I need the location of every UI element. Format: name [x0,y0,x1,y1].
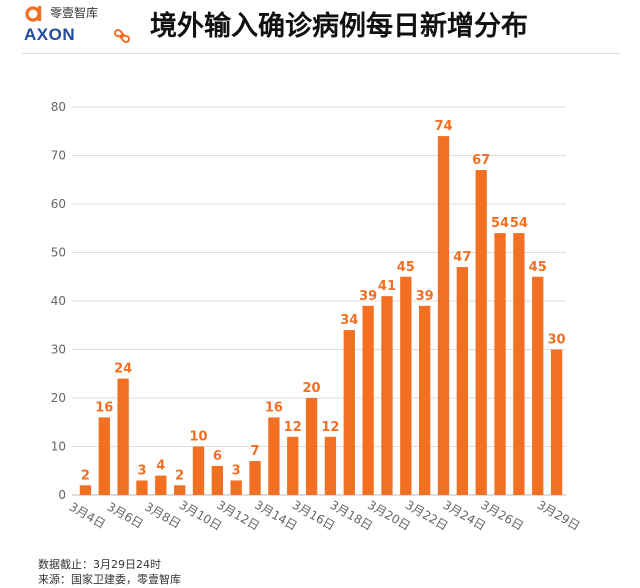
y-tick-label: 50 [51,246,66,260]
data-label: 54 [491,216,509,231]
bar [475,170,487,496]
data-label: 3 [137,463,146,478]
bar [192,446,205,495]
bar [494,233,506,495]
y-tick-label: 20 [51,391,66,405]
data-label: 2 [81,468,90,483]
bar [174,485,186,495]
data-label: 41 [378,279,396,294]
data-label: 7 [251,444,260,459]
brand-name-cn: 零壹智库 [50,6,99,20]
bar [230,480,242,495]
bar [343,330,355,495]
x-tick-label: 3月4日 [67,500,108,532]
bar [79,485,92,495]
brand-name-en: AXON [24,25,76,44]
data-label: 45 [529,260,547,275]
bar [381,296,393,495]
data-label: 74 [434,119,452,134]
data-label: 16 [265,400,283,415]
bar [98,417,110,495]
bar [136,480,148,495]
data-label: 24 [114,362,132,377]
knot-logo-icon [114,28,130,44]
data-label: 39 [416,289,434,304]
brand-logo-icon [25,6,42,22]
data-label: 30 [548,333,566,348]
bar [305,398,318,495]
y-tick-label: 60 [51,197,66,211]
y-tick-label: 80 [51,100,66,114]
x-tick-label: 3月26日 [478,498,526,534]
y-tick-label: 40 [51,294,66,308]
x-tick-label: 3月8日 [142,500,183,532]
bar [532,276,544,495]
header-divider [22,53,620,54]
source-note: 来源：国家卫建委，零壹智库 [38,573,181,586]
bar [249,461,261,495]
bar [324,436,337,495]
y-tick-label: 70 [51,149,66,163]
chart-title: 境外输入确诊病例每日新增分布 [150,11,528,42]
x-tick-label: 3月6日 [105,500,146,532]
data-cutoff-note: 数据截止：3月29日24时 [38,558,161,571]
data-label: 45 [397,260,415,275]
data-label: 6 [213,449,222,464]
data-label: 39 [359,289,377,304]
bar [550,349,563,495]
data-label: 10 [189,430,207,445]
y-tick-label: 30 [51,343,66,357]
data-label: 16 [95,400,113,415]
data-label: 4 [156,459,165,474]
header: 零壹智库 AXON 境外输入确诊病例每日新增分布 [0,0,640,50]
y-tick-label: 10 [51,440,66,454]
bar [287,436,299,495]
bar [456,267,468,495]
bar [268,417,280,495]
y-tick-label: 0 [58,488,66,502]
data-label: 20 [303,381,321,396]
bar [155,475,167,495]
data-label: 12 [284,420,302,435]
data-label: 3 [232,463,241,478]
x-tick-label: 3月29日 [535,498,583,534]
data-label: 2 [175,468,184,483]
data-label: 12 [321,420,339,435]
bar [419,305,431,495]
bar [437,136,450,495]
bar [211,465,223,495]
data-label: 47 [453,250,471,265]
data-label: 34 [340,313,358,328]
bar [362,305,374,495]
bar [513,233,525,495]
bar [117,378,129,495]
data-label: 54 [510,216,528,231]
data-label: 67 [472,153,490,168]
bar [400,276,412,495]
